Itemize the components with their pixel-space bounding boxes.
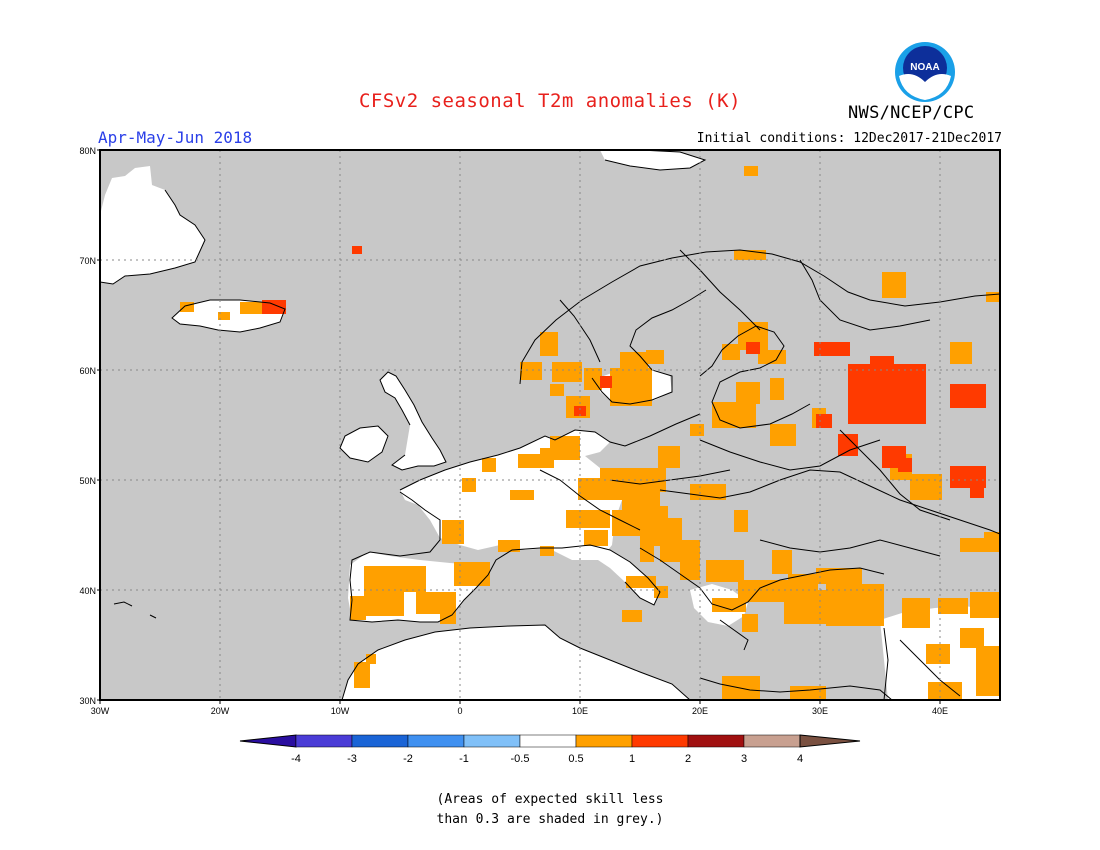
legend-label: 1 xyxy=(629,753,635,765)
color-legend xyxy=(239,734,861,748)
lon-label-10w: 10W xyxy=(331,706,350,716)
coastlines xyxy=(100,150,1000,700)
legend-swatch xyxy=(631,734,689,748)
forecast-period: Apr-May-Jun 2018 xyxy=(98,128,253,147)
lat-label-50n: 50N xyxy=(79,476,96,486)
legend-swatch xyxy=(463,734,521,748)
lon-label-30w: 30W xyxy=(91,706,110,716)
legend-label: -3 xyxy=(347,753,357,765)
lat-label-60n: 60N xyxy=(79,366,96,376)
lon-label-10e: 10E xyxy=(572,706,588,716)
legend-swatch xyxy=(743,734,801,748)
legend-label: 2 xyxy=(685,753,691,765)
skill-note-line: (Areas of expected skill less xyxy=(436,792,664,807)
map-frame xyxy=(99,149,1001,701)
logo-text: NOAA xyxy=(910,62,939,73)
legend-swatch xyxy=(575,734,633,748)
legend-swatch xyxy=(687,734,745,748)
lon-label-20w: 20W xyxy=(211,706,230,716)
skill-note-line: than 0.3 are shaded in grey.) xyxy=(436,812,664,827)
legend-swatch xyxy=(519,734,577,748)
legend-label: 3 xyxy=(741,753,747,765)
lon-label-30e: 30E xyxy=(812,706,828,716)
legend-swatch xyxy=(295,734,353,748)
legend-labels: -4 -3 -2 -1 -0.5 0.5 1 2 3 4 xyxy=(291,753,803,765)
legend-label: -2 xyxy=(403,753,413,765)
legend-label: -0.5 xyxy=(511,753,530,765)
lat-ticks xyxy=(97,149,941,704)
lat-label-80n: 80N xyxy=(79,146,96,156)
warm-anomaly-cells-1-to-2 xyxy=(262,246,986,498)
legend-swatch xyxy=(351,734,409,748)
lat-label-30n: 30N xyxy=(79,696,96,706)
lat-label-40n: 40N xyxy=(79,586,96,596)
graticule xyxy=(100,150,1000,700)
legend-label: -1 xyxy=(459,753,469,765)
legend-label: 0.5 xyxy=(568,753,583,765)
legend-arrow-max xyxy=(799,734,861,748)
agency-label: NWS/NCEP/CPC xyxy=(848,103,975,123)
legend-label: 4 xyxy=(797,753,803,765)
lon-label-20e: 20E xyxy=(692,706,708,716)
initial-conditions: Initial conditions: 12Dec2017-21Dec2017 xyxy=(696,131,1002,146)
latitude-labels: 80N 70N 60N 50N 40N 30N xyxy=(79,146,96,706)
chart-title: CFSv2 seasonal T2m anomalies (K) xyxy=(358,90,742,112)
lon-label-40e: 40E xyxy=(932,706,948,716)
longitude-labels: 30W 20W 10W 0 10E 20E 30E 40E xyxy=(91,706,948,716)
legend-arrow-min xyxy=(239,734,297,748)
lat-label-70n: 70N xyxy=(79,256,96,266)
legend-label: -4 xyxy=(291,753,301,765)
noaa-logo-icon: NOAA xyxy=(895,42,955,102)
skill-note: (Areas of expected skill less than 0.3 a… xyxy=(0,790,1100,830)
legend-swatch xyxy=(407,734,465,748)
lon-label-0: 0 xyxy=(457,706,462,716)
